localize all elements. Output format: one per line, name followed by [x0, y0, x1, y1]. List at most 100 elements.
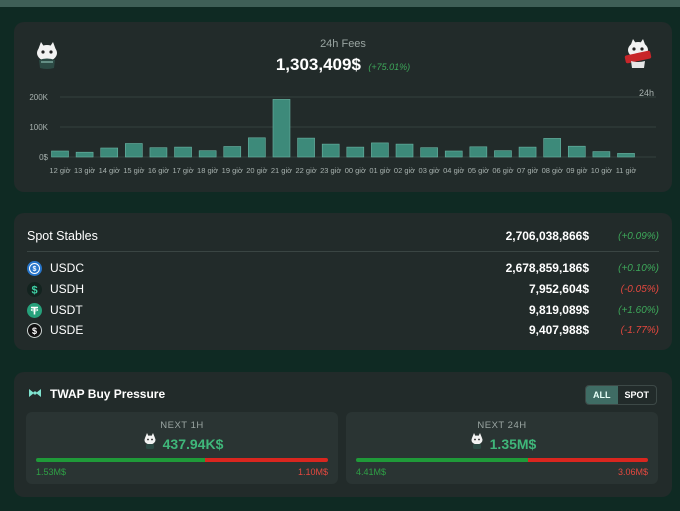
cat-mascot-icon	[141, 432, 159, 455]
stable-name: USDC	[50, 261, 85, 275]
x-tick-label: 21 giờ	[271, 166, 292, 175]
x-tick-label: 11 giờ	[616, 166, 637, 175]
stables-total-change: (+0.09%)	[618, 230, 659, 242]
x-tick-label: 01 giờ	[369, 166, 390, 175]
cat-mascot-icon	[468, 432, 486, 455]
stables-total-row: Spot Stables 2,706,038,866$ (+0.09%)	[27, 227, 659, 245]
fee-bar[interactable]	[469, 146, 488, 158]
x-tick-label: 05 giờ	[468, 166, 489, 175]
sell-bar	[528, 458, 648, 462]
stable-row-usde: $ USDE 9,407,988$ (-1.77%)	[27, 321, 659, 339]
x-tick-label: 00 giờ	[345, 166, 366, 175]
x-tick-label: 02 giờ	[394, 166, 415, 175]
fee-bar[interactable]	[518, 146, 537, 158]
fees-bar-chart: 0$ 100K 200K 24h 12 giờ 13 giờ 14 giờ 15 giờ 16 …	[29, 88, 656, 175]
buy-amount: 1.53M$	[36, 467, 67, 477]
stable-change: (-0.05%)	[620, 283, 659, 295]
fee-bar[interactable]	[297, 137, 315, 158]
svg-text:$: $	[32, 326, 37, 336]
x-tick-label: 10 giờ	[591, 166, 612, 175]
fee-bar[interactable]	[51, 150, 69, 158]
stable-amount: 7,952,604$	[528, 282, 589, 296]
x-tick-label: 03 giờ	[419, 166, 440, 175]
fee-bar[interactable]	[149, 147, 168, 158]
usde-icon: $	[27, 322, 42, 338]
svg-text:$: $	[31, 284, 37, 296]
fee-bar[interactable]	[395, 143, 414, 158]
stable-row-usdc: $ USDC 2,678,859,186$ (+0.10%)	[27, 259, 659, 277]
fee-bar[interactable]	[125, 143, 143, 158]
stable-change: (+1.60%)	[618, 304, 659, 316]
fee-bar[interactable]	[198, 150, 217, 158]
fee-bar[interactable]	[567, 145, 586, 158]
twap-card: TWAP Buy Pressure ALL SPOT NEXT 1H 437.9…	[14, 372, 672, 497]
y-tick-label: 100K	[29, 123, 48, 132]
x-tick-label: 04 giờ	[443, 166, 464, 175]
x-tick-label: 15 giờ	[123, 166, 144, 175]
fees-total-value: 1,303,409$	[275, 55, 361, 74]
cat-mascot-icon	[621, 36, 655, 70]
cat-mascot-icon	[30, 38, 64, 72]
fee-bar[interactable]	[272, 99, 291, 158]
panel-value: 1.35M$	[489, 435, 537, 452]
x-tick-label: 13 giờ	[74, 166, 95, 175]
stable-row-usdt: USDT 9,819,089$ (+1.60%)	[27, 301, 659, 319]
twap-header: TWAP Buy Pressure	[28, 387, 165, 401]
stable-amount: 2,678,859,186$	[505, 261, 589, 275]
x-tick-label: 22 giờ	[295, 166, 316, 175]
stables-title: Spot Stables	[27, 229, 98, 243]
spot-stables-card: Spot Stables 2,706,038,866$ (+0.09%) $ U…	[14, 213, 672, 350]
x-tick-label: 12 giờ	[49, 166, 70, 175]
fee-bar[interactable]	[494, 150, 512, 158]
x-tick-label: 17 giờ	[172, 166, 193, 175]
sell-amount: 1.10M$	[297, 467, 328, 477]
panel-label: NEXT 24H	[477, 420, 527, 431]
stable-name: USDT	[50, 303, 83, 317]
svg-text:$: $	[33, 266, 37, 273]
fee-bar[interactable]	[75, 151, 94, 158]
fee-bar[interactable]	[617, 153, 635, 158]
x-tick-label: 09 giờ	[566, 166, 587, 175]
fee-bar[interactable]	[592, 151, 611, 158]
tab-all[interactable]: ALL	[586, 386, 618, 404]
x-tick-label: 18 giờ	[197, 166, 218, 175]
buy-bar	[356, 458, 529, 462]
fee-bar[interactable]	[321, 143, 340, 158]
stable-amount: 9,819,089$	[528, 303, 589, 317]
stables-total-amount: 2,706,038,866$	[505, 229, 589, 243]
x-tick-label: 19 giờ	[222, 166, 243, 175]
fees-card: 0$ 100K 200K 24h 12 giờ 13 giờ 14 giờ 15 giờ 16 …	[14, 22, 672, 192]
usdh-icon: $	[27, 281, 42, 297]
x-tick-label: 07 giờ	[517, 166, 538, 175]
fee-bar[interactable]	[420, 147, 438, 158]
y-tick-label: 200K	[29, 93, 48, 102]
usdt-icon	[27, 302, 42, 318]
x-tick-label: 08 giờ	[542, 166, 563, 175]
fee-bar[interactable]	[371, 142, 389, 158]
twap-tabs: ALL SPOT	[585, 385, 658, 405]
chart-legend: 24h	[639, 88, 654, 98]
x-tick-label: 14 giờ	[99, 166, 120, 175]
fee-bar[interactable]	[223, 146, 242, 158]
x-tick-label: 16 giờ	[148, 166, 169, 175]
fee-bar[interactable]	[346, 146, 365, 158]
stable-row-usdh: $ USDH 7,952,604$ (-0.05%)	[27, 280, 659, 298]
tab-spot[interactable]: SPOT	[624, 390, 650, 400]
x-tick-label: 20 giờ	[246, 166, 267, 175]
buy-amount: 4.41M$	[356, 467, 387, 477]
fee-bar[interactable]	[248, 137, 266, 158]
fee-bar[interactable]	[174, 146, 192, 158]
pressure-bar	[356, 458, 648, 462]
buy-bar	[36, 458, 206, 462]
fee-bar[interactable]	[100, 147, 119, 158]
twap-panel-1h: NEXT 1H 437.94K$ 1.53M$ 1.10M$	[26, 412, 338, 484]
panel-value: 437.94K$	[162, 435, 224, 452]
fee-bar[interactable]	[444, 150, 463, 158]
sell-amount: 3.06M$	[617, 467, 648, 477]
usdc-icon: $	[27, 260, 42, 276]
fee-bar[interactable]	[543, 138, 561, 158]
stable-change: (-1.77%)	[620, 324, 659, 336]
twap-panel-24h: NEXT 24H 1.35M$ 4.41M$ 3.06M$	[346, 412, 658, 484]
fees-title: 24h Fees	[320, 38, 366, 50]
sell-bar	[205, 458, 328, 462]
